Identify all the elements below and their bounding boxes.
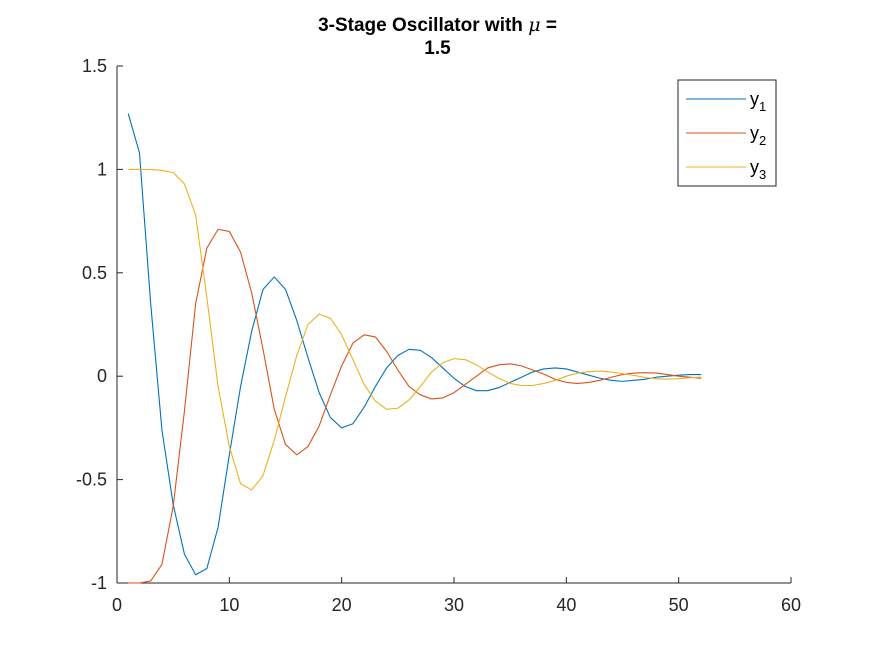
y-tick-label: 0.5 (82, 263, 107, 283)
series-line-y1 (127, 113, 702, 576)
chart-title-line-1: 3-Stage Oscillator with μ = (0, 14, 875, 37)
y-tick-label: -0.5 (76, 470, 107, 490)
x-tick-label: 20 (332, 595, 352, 615)
x-tick-label: 50 (669, 595, 689, 615)
legend-label-y1: y1 (750, 89, 766, 114)
chart-title-suffix: = (540, 15, 557, 36)
chart-title-symbol: μ (528, 14, 541, 36)
x-tick-label: 0 (112, 595, 122, 615)
x-tick-label: 10 (219, 595, 239, 615)
chart-title-text: 3-Stage Oscillator with (318, 15, 529, 36)
legend-label-y3: y3 (750, 157, 766, 182)
series-line-y3 (128, 168, 702, 491)
series-line-y2 (128, 228, 702, 584)
series-group (127, 113, 702, 584)
x-tick-label: 60 (781, 595, 801, 615)
x-tick-label: 30 (444, 595, 464, 615)
y-tick-label: -1 (91, 573, 107, 593)
x-tick-label: 40 (556, 595, 576, 615)
y-tick-label: 1 (97, 159, 107, 179)
axes: 0 10 20 30 40 50 60 -1 -0.5 0 0.5 1 1.5 (76, 56, 801, 615)
legend: y1 y2 y3 (677, 79, 777, 187)
chart-title-line-2: 1.5 (424, 38, 451, 59)
y-tick-label: 1.5 (82, 56, 107, 76)
y-tick-label: 0 (97, 366, 107, 386)
legend-label-y2: y2 (750, 123, 766, 148)
